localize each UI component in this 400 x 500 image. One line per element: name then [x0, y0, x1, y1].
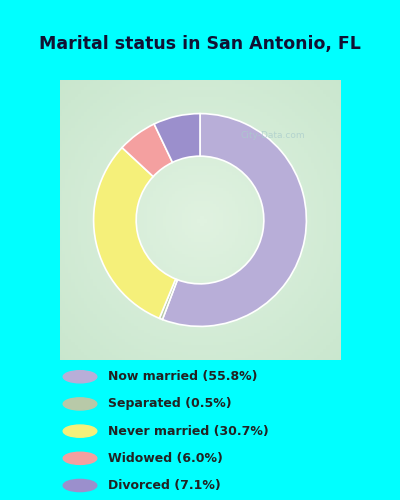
Text: City-Data.com: City-Data.com	[240, 132, 305, 140]
Circle shape	[63, 480, 97, 492]
Wedge shape	[94, 148, 176, 318]
Circle shape	[63, 425, 97, 437]
Circle shape	[63, 398, 97, 410]
Circle shape	[63, 452, 97, 464]
Text: Separated (0.5%): Separated (0.5%)	[108, 398, 232, 410]
Text: Widowed (6.0%): Widowed (6.0%)	[108, 452, 223, 465]
Text: Divorced (7.1%): Divorced (7.1%)	[108, 479, 221, 492]
Wedge shape	[162, 114, 306, 326]
Wedge shape	[154, 114, 200, 162]
Wedge shape	[159, 279, 178, 320]
Text: Marital status in San Antonio, FL: Marital status in San Antonio, FL	[39, 35, 361, 53]
Wedge shape	[122, 124, 172, 176]
Text: Now married (55.8%): Now married (55.8%)	[108, 370, 258, 383]
Text: Never married (30.7%): Never married (30.7%)	[108, 424, 269, 438]
Circle shape	[63, 370, 97, 383]
